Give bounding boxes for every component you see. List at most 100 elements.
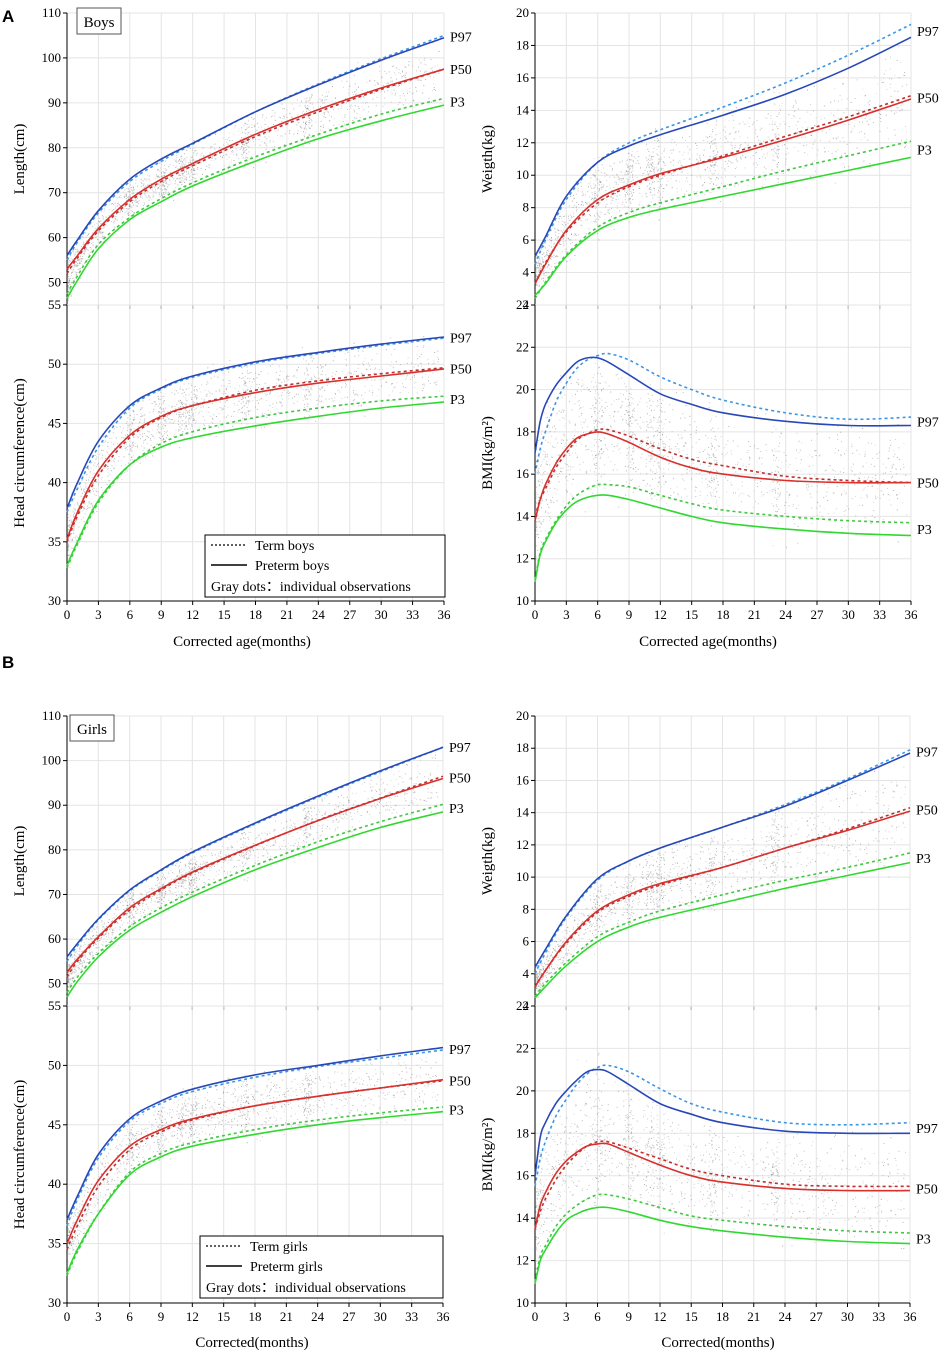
observation-dot [143,183,145,185]
observation-dot [70,273,72,274]
observation-dot [658,199,660,201]
observation-dot [189,147,191,149]
observation-dot [385,349,387,351]
observation-dot [639,192,641,194]
observation-dot [348,88,350,90]
observation-dot [317,398,319,400]
observation-dot [828,150,829,152]
observation-dot [575,234,577,235]
observation-dot [378,389,380,391]
observation-dot [576,202,578,203]
observation-dot [408,61,410,63]
observation-dot [646,196,648,198]
observation-dot [86,248,88,250]
observation-dot [129,181,131,183]
observation-dot [740,144,742,146]
observation-dot [278,384,280,386]
observation-dot [422,92,424,94]
observation-dot [389,365,391,367]
observation-dot [586,202,588,204]
observation-dot [629,188,631,190]
observation-dot [605,190,607,192]
observation-dot [181,179,183,181]
observation-dot [651,183,653,185]
observation-dot [326,384,328,386]
observation-dot [624,190,626,192]
observation-dot [564,236,566,238]
observation-dot [409,374,411,375]
observation-dot [205,395,207,397]
observation-dot [352,94,354,95]
observation-dot [265,394,267,396]
observation-dot [636,419,638,421]
observation-dot [631,192,633,194]
observation-dot [735,471,737,473]
observation-dot [773,103,775,105]
observation-dot [628,166,630,168]
observation-dot [653,196,655,198]
observation-dot [643,172,645,174]
observation-dot [148,195,150,197]
observation-dot [123,445,125,447]
observation-dot [173,422,174,424]
observation-dot [355,393,357,395]
observation-dot [308,394,310,396]
observation-dot [871,515,873,517]
observation-dot [591,187,593,189]
observation-dot [192,181,194,183]
observation-dot [904,72,905,74]
observation-dot [355,117,357,119]
observation-dot [633,156,635,158]
observation-dot [654,177,656,179]
observation-dot [597,194,599,196]
observation-dot [233,415,235,417]
observation-dot [307,108,309,110]
observation-dot [111,458,113,460]
observation-dot [610,196,612,198]
observation-dot [561,217,563,219]
observation-dot [162,407,164,409]
observation-dot [610,426,612,428]
observation-dot [564,443,566,445]
observation-dot [67,547,69,549]
observation-dot [679,181,681,183]
observation-dot [738,123,740,125]
observation-dot [544,242,546,244]
observation-dot [653,169,655,170]
observation-dot [630,180,632,182]
observation-dot [101,454,103,456]
observation-dot [648,175,650,177]
observation-dot [373,92,375,94]
observation-dot [192,160,194,162]
observation-dot [414,363,416,365]
observation-dot [96,466,97,467]
observation-dot [306,385,308,387]
observation-dot [724,142,726,143]
observation-dot [757,139,759,141]
observation-dot [404,76,406,78]
observation-dot [864,455,866,457]
observation-dot [92,504,94,506]
observation-dot [595,392,597,394]
percentile-label-p3: P3 [450,96,465,111]
observation-dot [773,91,775,93]
observation-dot [699,157,701,159]
observation-dot [778,92,780,94]
observation-dot [709,167,711,169]
observation-dot [68,530,70,532]
observation-dot [755,167,757,168]
observation-dot [622,178,624,180]
observation-dot [116,213,118,215]
observation-dot [197,405,199,407]
observation-dot [136,414,138,416]
observation-dot [157,419,159,421]
observation-dot [71,492,72,494]
observation-dot [251,124,253,126]
observation-dot [558,233,560,234]
observation-dot [200,407,202,409]
observation-dot [883,472,884,474]
observation-dot [124,194,125,196]
observation-dot [725,161,727,163]
observation-dot [226,387,228,389]
observation-dot [632,212,634,214]
